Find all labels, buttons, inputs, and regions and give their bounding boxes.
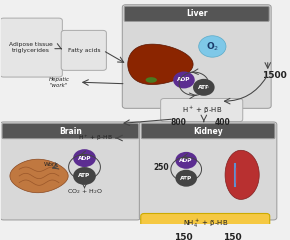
FancyBboxPatch shape [0, 18, 62, 77]
FancyBboxPatch shape [141, 214, 270, 240]
Circle shape [73, 149, 96, 167]
Text: 250: 250 [154, 162, 169, 172]
Text: ATP: ATP [180, 176, 192, 181]
FancyBboxPatch shape [161, 98, 243, 122]
Circle shape [173, 72, 195, 89]
Text: ATP: ATP [198, 85, 210, 90]
Text: H$^+$ + β-HB: H$^+$ + β-HB [78, 133, 113, 143]
FancyBboxPatch shape [139, 122, 277, 220]
Text: Adipose tissue
triglycerides: Adipose tissue triglycerides [9, 42, 53, 53]
Text: CO$_2$ + H$_2$O: CO$_2$ + H$_2$O [67, 187, 102, 196]
Text: 800: 800 [170, 118, 186, 127]
FancyBboxPatch shape [124, 6, 269, 21]
Text: Brain: Brain [59, 126, 82, 136]
Text: H$^+$ + β-HB: H$^+$ + β-HB [182, 104, 222, 116]
Text: Liver: Liver [186, 9, 207, 18]
Text: ADP: ADP [177, 78, 191, 83]
Circle shape [73, 167, 96, 185]
FancyBboxPatch shape [0, 122, 140, 220]
Text: O$_2$: O$_2$ [206, 40, 219, 53]
Circle shape [175, 152, 197, 169]
Ellipse shape [146, 77, 157, 83]
Polygon shape [128, 44, 193, 84]
Circle shape [193, 79, 215, 96]
Text: 150: 150 [223, 233, 242, 240]
Text: 1500: 1500 [262, 71, 287, 80]
Text: ADP: ADP [180, 158, 193, 163]
FancyBboxPatch shape [2, 124, 139, 139]
Polygon shape [225, 150, 259, 199]
Circle shape [199, 36, 226, 57]
Circle shape [175, 170, 197, 187]
Text: 150: 150 [174, 233, 193, 240]
Text: Fatty acids: Fatty acids [68, 48, 100, 53]
Text: Work: Work [44, 162, 59, 167]
FancyBboxPatch shape [61, 30, 106, 70]
Text: NH$_4^+$ + β-HB: NH$_4^+$ + β-HB [183, 218, 228, 230]
Text: 400: 400 [214, 118, 230, 127]
Text: Kidney: Kidney [193, 126, 223, 136]
Text: ADP: ADP [78, 156, 91, 161]
Text: Hepatic
"work": Hepatic "work" [48, 77, 69, 88]
FancyBboxPatch shape [122, 5, 271, 108]
Polygon shape [10, 159, 68, 193]
FancyBboxPatch shape [141, 124, 275, 139]
Text: ATP: ATP [78, 174, 91, 179]
